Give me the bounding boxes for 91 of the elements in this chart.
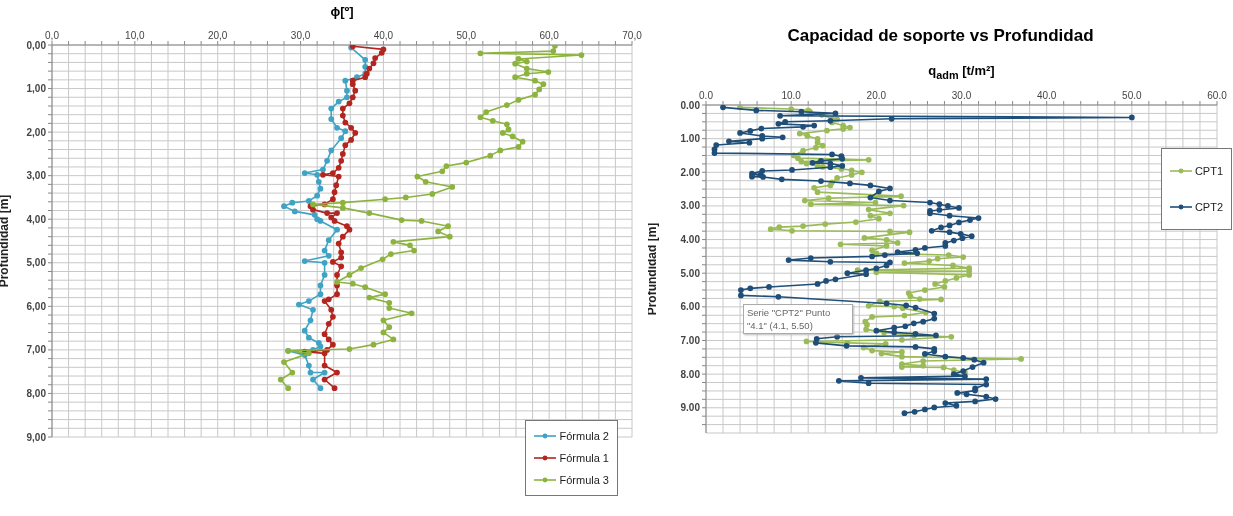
legend-label: Fórmula 1 <box>559 452 609 464</box>
point <box>328 105 335 112</box>
legend-label: Fórmula 3 <box>559 474 609 486</box>
point <box>328 147 335 154</box>
point <box>317 282 324 289</box>
point <box>310 376 316 383</box>
x-tick-label: 60,0 <box>539 30 560 41</box>
point <box>342 128 349 135</box>
point <box>307 369 314 376</box>
point <box>344 94 350 101</box>
point <box>334 124 340 131</box>
x-tick-label: 30,0 <box>290 30 311 41</box>
point <box>314 171 321 178</box>
x-tick-label: 0,0 <box>45 30 60 41</box>
point <box>317 343 324 350</box>
point <box>301 170 308 176</box>
y-tick-label: 9,00 <box>26 431 47 443</box>
annotation: Serie "CPT2" Punto "4.1" (4.1, 5.50) <box>742 304 853 335</box>
point <box>317 385 324 392</box>
x-tick-label: 60.0 <box>1207 90 1228 101</box>
x-tick-label: 0.0 <box>699 90 714 101</box>
y-tick-label: 6.00 <box>680 301 701 313</box>
point <box>321 369 328 376</box>
point <box>320 166 326 173</box>
point <box>325 237 332 243</box>
y-axis-title: Profundidad [m] <box>0 194 12 288</box>
x-tick-label: 70,0 <box>622 30 643 41</box>
x-tick-label: 10.0 <box>781 90 802 101</box>
y-tick-label: 3,00 <box>26 170 47 182</box>
point <box>317 185 324 192</box>
point <box>334 226 340 233</box>
y-tick-label: 2,00 <box>26 126 47 138</box>
y-tick-label: 5,00 <box>26 257 47 269</box>
point <box>296 301 302 308</box>
chart-title: Capacidad de soporte vs Profundidad <box>786 26 1095 46</box>
legend-label: CPT1 <box>1194 165 1223 177</box>
x-tick-label: 40,0 <box>373 30 394 41</box>
y-axis-title: Profundidad [m] <box>645 222 660 316</box>
x-axis-title: ϕ[º] <box>329 4 355 19</box>
x-tick-label: 40.0 <box>1036 90 1057 101</box>
point <box>289 199 296 206</box>
y-tick-label: 8,00 <box>26 387 47 399</box>
y-tick-label: 4,00 <box>26 213 47 225</box>
point <box>321 272 328 278</box>
y-tick-label: 8.00 <box>680 368 701 380</box>
point <box>362 56 369 63</box>
point <box>344 87 350 94</box>
point <box>301 258 308 264</box>
point <box>305 334 312 341</box>
y-tick-label: 0,00 <box>26 39 47 51</box>
y-tick-label: 3.00 <box>680 200 701 212</box>
point <box>307 317 314 324</box>
point <box>321 247 328 254</box>
point <box>301 327 308 334</box>
point <box>338 135 345 142</box>
point <box>317 218 324 224</box>
point <box>328 116 335 122</box>
point <box>281 203 287 210</box>
x-axis-title: q$_{adm}$ [t/m²] <box>927 63 996 81</box>
y-tick-label: 7.00 <box>680 335 701 347</box>
point <box>324 157 330 164</box>
point <box>325 252 332 259</box>
point <box>291 208 298 215</box>
y-tick-label: 9.00 <box>680 402 701 414</box>
point <box>311 212 318 218</box>
y-tick-label: 0.00 <box>680 99 701 111</box>
point <box>317 291 324 298</box>
point <box>321 259 328 266</box>
point <box>315 178 322 185</box>
point <box>305 362 312 369</box>
y-tick-label: 1.00 <box>680 133 701 145</box>
x-tick-label: 20.0 <box>866 90 887 101</box>
legend-label: CPT2 <box>1194 201 1223 213</box>
point <box>310 306 316 313</box>
point <box>342 77 349 84</box>
x-tick-label: 30.0 <box>951 90 972 101</box>
x-tick-label: 50,0 <box>456 30 477 41</box>
point <box>314 192 321 199</box>
y-tick-label: 2.00 <box>680 166 701 178</box>
y-tick-label: 1,00 <box>26 83 47 95</box>
y-tick-label: 6,00 <box>26 300 47 312</box>
x-tick-label: 50.0 <box>1122 90 1142 101</box>
point <box>305 198 312 204</box>
point <box>305 298 312 304</box>
x-tick-label: 10,0 <box>125 30 146 41</box>
y-tick-label: 4.00 <box>680 234 701 246</box>
y-tick-label: 7,00 <box>26 344 47 356</box>
legend-label: Fórmula 2 <box>559 430 609 442</box>
point <box>335 98 342 105</box>
y-tick-label: 5.00 <box>680 267 701 279</box>
x-tick-label: 20,0 <box>207 30 228 41</box>
